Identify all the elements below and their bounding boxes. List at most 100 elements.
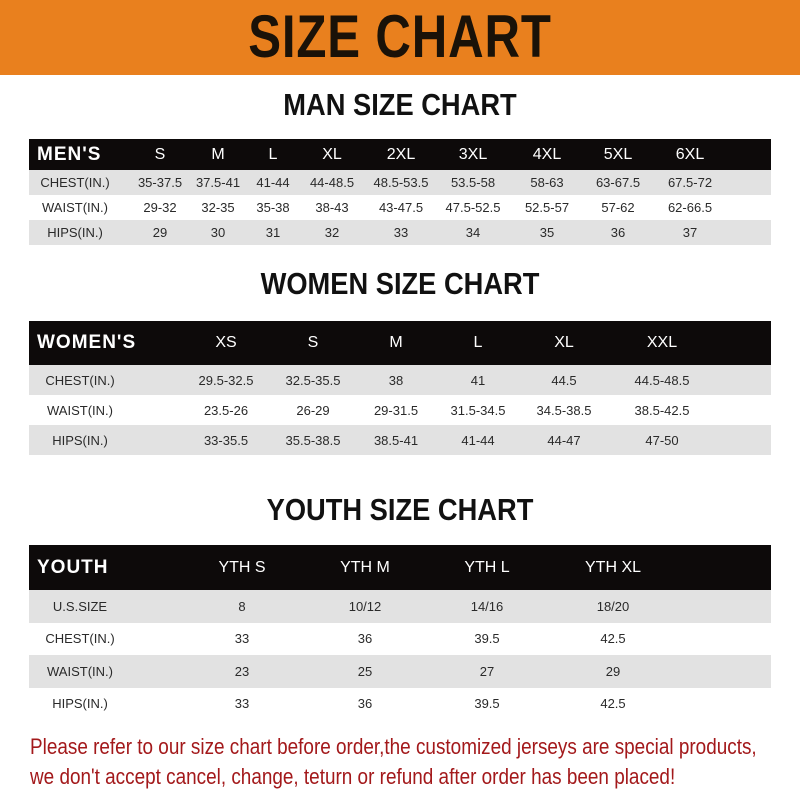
table-header-row: MEN'S S M L XL 2XL 3XL 4XL 5XL 6XL bbox=[29, 139, 771, 170]
table-cell: 35-38 bbox=[256, 200, 290, 215]
table-cell: 37.5-41 bbox=[195, 175, 241, 190]
table-header-label: MEN'S bbox=[37, 143, 102, 165]
table-cell: 32-35 bbox=[201, 200, 235, 215]
table-row: CHEST(IN.) 33 36 39.5 42.5 bbox=[29, 622, 771, 655]
table-row: HIPS(IN.) 33-35.5 35.5-38.5 38.5-41 41-44 44-… bbox=[29, 425, 771, 455]
table-cell: 18/20 bbox=[596, 598, 630, 614]
table-cell: 29 bbox=[152, 225, 168, 240]
table-cell: 36 bbox=[357, 696, 373, 712]
table-cell: 44.5 bbox=[551, 372, 577, 388]
table-cell: 14/16 bbox=[470, 598, 504, 614]
table-cell: 41-44 bbox=[256, 175, 290, 190]
table-cell: 34.5-38.5 bbox=[536, 402, 592, 418]
table-cell: 38-43 bbox=[315, 200, 349, 215]
column-header: 6XL bbox=[675, 145, 705, 163]
table-row: HIPS(IN.) 29 30 31 32 33 34 35 36 37 bbox=[29, 220, 771, 245]
table-header-row: WOMEN'S XS S M L XL XXL bbox=[29, 321, 771, 365]
table-cell: 32 bbox=[324, 225, 340, 240]
youth-size-table: YOUTH YTH S YTH M YTH L YTH XL U.S.SIZE 8 10/12… bbox=[29, 545, 771, 720]
table-row: WAIST(IN.) 23 25 27 29 bbox=[29, 655, 771, 688]
notice-line-2: we don't accept cancel, change, teturn o… bbox=[30, 764, 676, 789]
table-header-label: WOMEN'S bbox=[37, 332, 137, 353]
table-cell: 25 bbox=[357, 663, 373, 679]
column-header: S bbox=[154, 145, 166, 163]
row-label: HIPS(IN.) bbox=[47, 225, 103, 240]
table-cell: 48.5-53.5 bbox=[373, 175, 429, 190]
table-cell: 37 bbox=[682, 225, 698, 240]
column-header: XXL bbox=[646, 334, 678, 351]
table-cell: 58-63 bbox=[530, 175, 564, 190]
table-cell: 8 bbox=[238, 598, 246, 614]
row-label: U.S.SIZE bbox=[52, 598, 108, 614]
column-header: M bbox=[389, 334, 403, 351]
table-cell: 63-67.5 bbox=[595, 175, 641, 190]
table-cell: 33 bbox=[234, 696, 250, 712]
table-cell: 44-48.5 bbox=[309, 175, 355, 190]
table-cell: 47.5-52.5 bbox=[445, 200, 501, 215]
row-label: WAIST(IN.) bbox=[47, 663, 113, 679]
column-header: 2XL bbox=[386, 145, 416, 163]
column-header: YTH M bbox=[340, 558, 390, 576]
row-label: CHEST(IN.) bbox=[40, 175, 110, 190]
table-cell: 47-50 bbox=[645, 432, 679, 448]
table-header-row: YOUTH YTH S YTH M YTH L YTH XL bbox=[29, 545, 771, 590]
column-header: L bbox=[268, 145, 278, 163]
table-row: CHEST(IN.) 29.5-32.5 32.5-35.5 38 41 44.5 44.5… bbox=[29, 365, 771, 395]
table-cell: 29-31.5 bbox=[373, 402, 419, 418]
row-label: CHEST(IN.) bbox=[45, 372, 115, 388]
table-cell: 31 bbox=[265, 225, 281, 240]
table-cell: 35-37.5 bbox=[137, 175, 183, 190]
table-cell: 43-47.5 bbox=[378, 200, 424, 215]
column-header: M bbox=[211, 145, 225, 163]
table-cell: 67.5-72 bbox=[667, 175, 713, 190]
size-chart-banner: SIZE CHART bbox=[0, 0, 800, 75]
column-header: XL bbox=[322, 145, 342, 163]
table-cell: 38 bbox=[388, 372, 404, 388]
table-cell: 38.5-41 bbox=[373, 432, 419, 448]
table-cell: 42.5 bbox=[600, 696, 626, 712]
column-header: YTH L bbox=[464, 558, 510, 576]
table-cell: 39.5 bbox=[474, 631, 500, 647]
banner-title: SIZE CHART bbox=[248, 3, 552, 70]
table-cell: 33 bbox=[393, 225, 409, 240]
table-row: HIPS(IN.) 33 36 39.5 42.5 bbox=[29, 687, 771, 720]
column-header: 4XL bbox=[532, 145, 562, 163]
table-cell: 36 bbox=[357, 631, 373, 647]
table-cell: 35.5-38.5 bbox=[285, 432, 341, 448]
column-header: S bbox=[307, 334, 319, 351]
women-size-table: WOMEN'S XS S M L XL XXL CHEST(IN.) 29.5-32.5 32.5… bbox=[29, 321, 771, 455]
table-cell: 10/12 bbox=[348, 598, 382, 614]
table-row: U.S.SIZE 8 10/12 14/16 18/20 bbox=[29, 590, 771, 623]
table-cell: 39.5 bbox=[474, 696, 500, 712]
table-row: WAIST(IN.) 29-32 32-35 35-38 38-43 43-47.5 47.… bbox=[29, 195, 771, 220]
row-label: HIPS(IN.) bbox=[52, 696, 108, 712]
table-row: CHEST(IN.) 35-37.5 37.5-41 41-44 44-48.5 48.5… bbox=[29, 170, 771, 195]
table-cell: 23 bbox=[234, 663, 250, 679]
table-cell: 42.5 bbox=[600, 631, 626, 647]
table-cell: 41-44 bbox=[461, 432, 495, 448]
table-cell: 53.5-58 bbox=[450, 175, 496, 190]
table-cell: 44.5-48.5 bbox=[634, 372, 690, 388]
youth-section-title: YOUTH SIZE CHART bbox=[266, 492, 534, 527]
row-label: CHEST(IN.) bbox=[45, 631, 115, 647]
row-label: WAIST(IN.) bbox=[42, 200, 108, 215]
table-cell: 33-35.5 bbox=[203, 432, 249, 448]
table-cell: 41 bbox=[470, 372, 486, 388]
table-cell: 52.5-57 bbox=[524, 200, 570, 215]
table-header-label: YOUTH bbox=[37, 556, 109, 578]
column-header: XS bbox=[215, 334, 237, 351]
table-cell: 33 bbox=[234, 631, 250, 647]
table-cell: 29 bbox=[605, 663, 621, 679]
table-cell: 29-32 bbox=[143, 200, 177, 215]
column-header: 3XL bbox=[458, 145, 488, 163]
column-header: XL bbox=[554, 334, 574, 351]
table-row: WAIST(IN.) 23.5-26 26-29 29-31.5 31.5-34.5 34… bbox=[29, 395, 771, 425]
table-cell: 32.5-35.5 bbox=[285, 372, 341, 388]
table-cell: 30 bbox=[210, 225, 226, 240]
table-cell: 38.5-42.5 bbox=[634, 402, 690, 418]
table-cell: 57-62 bbox=[601, 200, 635, 215]
table-cell: 34 bbox=[465, 225, 481, 240]
column-header: L bbox=[473, 334, 483, 351]
row-label: WAIST(IN.) bbox=[47, 402, 113, 418]
table-cell: 23.5-26 bbox=[203, 402, 249, 418]
